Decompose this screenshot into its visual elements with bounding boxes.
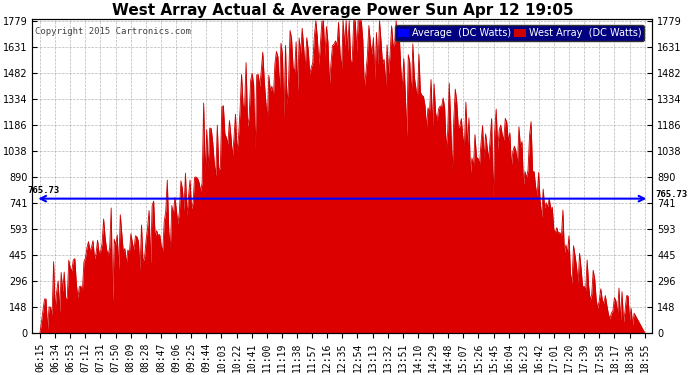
- Text: 765.73: 765.73: [656, 190, 688, 199]
- Title: West Array Actual & Average Power Sun Apr 12 19:05: West Array Actual & Average Power Sun Ap…: [112, 3, 573, 18]
- Text: 765.73: 765.73: [28, 186, 60, 195]
- Text: Copyright 2015 Cartronics.com: Copyright 2015 Cartronics.com: [35, 27, 191, 36]
- Legend: Average  (DC Watts), West Array  (DC Watts): Average (DC Watts), West Array (DC Watts…: [395, 26, 644, 41]
